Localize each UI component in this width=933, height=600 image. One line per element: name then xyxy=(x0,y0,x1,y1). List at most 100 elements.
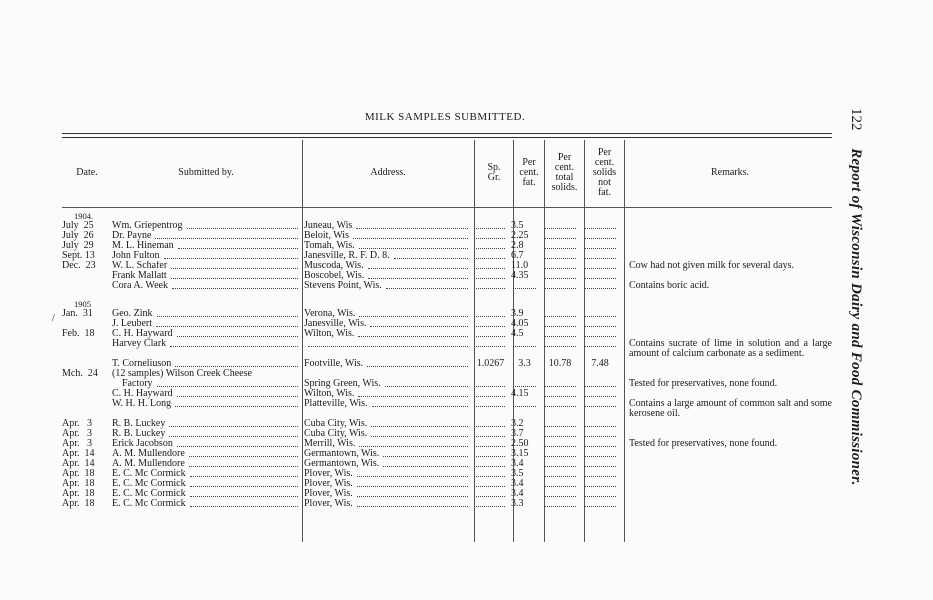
solids-not-fat-cell xyxy=(580,419,620,427)
page-number: 122 xyxy=(848,108,864,131)
table-row: Mch. 24 (12 samples) Wilson Creek Cheese xyxy=(62,369,837,379)
dot-leader xyxy=(371,429,468,437)
address-cell: Platteville, Wis. xyxy=(300,399,470,409)
dot-leader xyxy=(169,429,298,437)
dot-leader xyxy=(385,281,468,289)
address-text: Stevens Point, Wis. xyxy=(304,281,382,291)
address-cell: Germantown, Wis. xyxy=(300,449,470,459)
dot-leader xyxy=(156,309,298,317)
address-cell: Muscoda, Wis. xyxy=(300,261,470,271)
table-row: Harvey Clark Contains sucrate of lime in … xyxy=(62,339,837,359)
dot-leader xyxy=(544,449,576,457)
dot-leader xyxy=(513,281,536,289)
address-text: Platteville, Wis. xyxy=(304,399,368,409)
dot-leader xyxy=(368,271,468,279)
address-cell: Plover, Wis. xyxy=(300,469,470,479)
address-text: Merrill, Wis. xyxy=(304,439,356,449)
fat-cell: 11.0 xyxy=(511,260,529,271)
date-cell: July 29 xyxy=(62,240,94,251)
address-text: Plover, Wis. xyxy=(304,489,353,499)
total-solids-cell xyxy=(540,231,580,239)
dot-leader xyxy=(544,389,576,397)
dot-leader xyxy=(170,339,298,347)
running-head-text: Report of Wisconsin Dairy and Food Commi… xyxy=(848,148,864,486)
total-solids-cell xyxy=(540,479,580,487)
dot-leader xyxy=(584,499,616,507)
fat-cell: 3.3 xyxy=(518,358,531,369)
address-text: Verona, Wis. xyxy=(304,309,356,319)
dot-leader xyxy=(584,329,616,337)
table-row: Apr. 14 A. M. Mullendore Germantown, Wis. 3… xyxy=(62,449,837,459)
dot-leader xyxy=(584,449,616,457)
table-row: Dec. 23 W. L. Schafer Muscoda, Wis. 11.0 Cow… xyxy=(62,261,837,271)
submitter-name: M. L. Hineman xyxy=(112,241,174,251)
column-divider xyxy=(584,140,585,542)
dot-leader xyxy=(308,339,468,347)
address-cell: Tomah, Wis. xyxy=(300,241,470,251)
table-row: T. Corneliuson Footville, Wis. 1.0267 3.3 10… xyxy=(62,359,837,369)
address-cell: Cuba City, Wis. xyxy=(300,419,470,429)
dot-leader xyxy=(189,469,298,477)
sp-gr-cell xyxy=(472,489,509,497)
dot-leader xyxy=(175,399,298,407)
sp-gr-cell xyxy=(472,329,509,337)
table-row: Sept. 13 John Fulton Janesville, R. F. D. … xyxy=(62,251,837,261)
dot-leader xyxy=(358,389,468,397)
total-solids-cell xyxy=(540,499,580,507)
dot-leader xyxy=(476,251,505,259)
total-solids-cell xyxy=(540,271,580,279)
table-row: July 26 Dr. Payne Beloit, Wis 2.25 xyxy=(62,231,837,241)
total-solids-cell xyxy=(540,281,580,289)
dot-leader xyxy=(476,241,505,249)
submitted-by-cell: E. C. Mc Cormick xyxy=(112,499,300,509)
date-cell: July 25 xyxy=(62,220,94,231)
submitter-name: E. C. Mc Cormick xyxy=(112,469,186,479)
address-cell: Stevens Point, Wis. xyxy=(300,281,470,291)
dot-leader xyxy=(544,499,576,507)
dot-leader xyxy=(476,271,505,279)
dot-leader xyxy=(476,479,505,487)
total-solids-cell xyxy=(540,449,580,457)
dot-leader xyxy=(584,309,616,317)
dot-leader xyxy=(544,251,576,259)
dot-leader xyxy=(356,499,468,507)
dot-leader xyxy=(584,419,616,427)
dot-leader xyxy=(584,281,616,289)
submitter-name: J. Leubert xyxy=(112,319,152,329)
header-rule xyxy=(62,207,832,208)
solids-not-fat-cell xyxy=(580,399,620,407)
dot-leader xyxy=(584,479,616,487)
dot-leader xyxy=(371,399,468,407)
dot-leader xyxy=(544,469,576,477)
dot-leader xyxy=(584,439,616,447)
top-rule-2 xyxy=(62,137,832,138)
dot-leader xyxy=(476,329,505,337)
address-text: Germantown, Wis. xyxy=(304,449,380,459)
total-solids-cell xyxy=(540,489,580,497)
fat-cell: 3.4 xyxy=(511,488,524,499)
dot-leader xyxy=(175,359,298,367)
dot-leader xyxy=(171,261,298,269)
table-row: July 25 Wm. Griepentrog Juneau, Wis 3.5 xyxy=(62,221,837,231)
dot-leader xyxy=(476,281,505,289)
total-solids-cell xyxy=(540,429,580,437)
submitter-name: W. L. Schafer xyxy=(112,261,168,271)
address-cell: Janesville, R. F. D. 8. xyxy=(300,251,470,261)
dot-leader xyxy=(356,489,468,497)
submitted-by-cell: T. Corneliuson xyxy=(112,359,300,369)
address-text: Wilton, Wis. xyxy=(304,389,355,399)
fat-cell xyxy=(509,399,540,407)
dot-leader xyxy=(544,231,576,239)
dot-leader xyxy=(544,221,576,229)
solids-not-fat-cell xyxy=(580,459,620,467)
address-cell: Footville, Wis. xyxy=(300,359,470,369)
sp-gr-cell xyxy=(472,439,509,447)
fat-cell: 3.4 xyxy=(511,458,524,469)
submitted-by-cell: W. L. Schafer xyxy=(112,261,300,271)
dot-leader xyxy=(156,319,298,327)
dot-leader xyxy=(584,459,616,467)
table-row: Apr. 3 R. B. Luckey Cuba City, Wis. 3.7 xyxy=(62,429,837,439)
header-submitted-by: Submitted by. xyxy=(178,167,234,178)
address-cell: Beloit, Wis xyxy=(300,231,470,241)
dot-leader xyxy=(476,309,505,317)
